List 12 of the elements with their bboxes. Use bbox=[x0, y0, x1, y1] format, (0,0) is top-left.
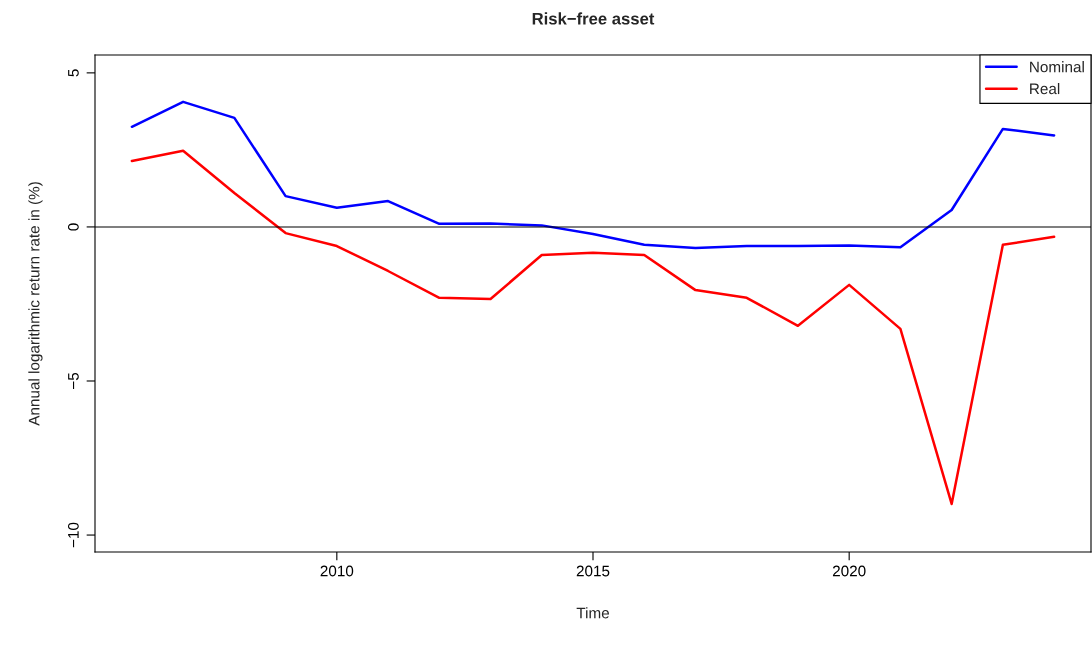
chart-title: Risk−free asset bbox=[532, 12, 655, 25]
y-tick-label: −10 bbox=[67, 522, 79, 548]
x-tick-label: 2020 bbox=[832, 565, 866, 577]
x-tick-label: 2015 bbox=[576, 565, 610, 577]
x-axis-title: Time bbox=[576, 607, 610, 619]
y-tick-label: 5 bbox=[68, 69, 79, 77]
y-tick-label: 0 bbox=[67, 223, 79, 231]
legend-label: Real bbox=[1030, 82, 1060, 95]
legend-label: Nominal bbox=[1030, 61, 1084, 73]
y-tick-label: −5 bbox=[68, 372, 79, 389]
y-axis-title: Annual logarithmic return rate in (%) bbox=[28, 182, 43, 426]
x-tick-label: 2010 bbox=[320, 565, 354, 577]
